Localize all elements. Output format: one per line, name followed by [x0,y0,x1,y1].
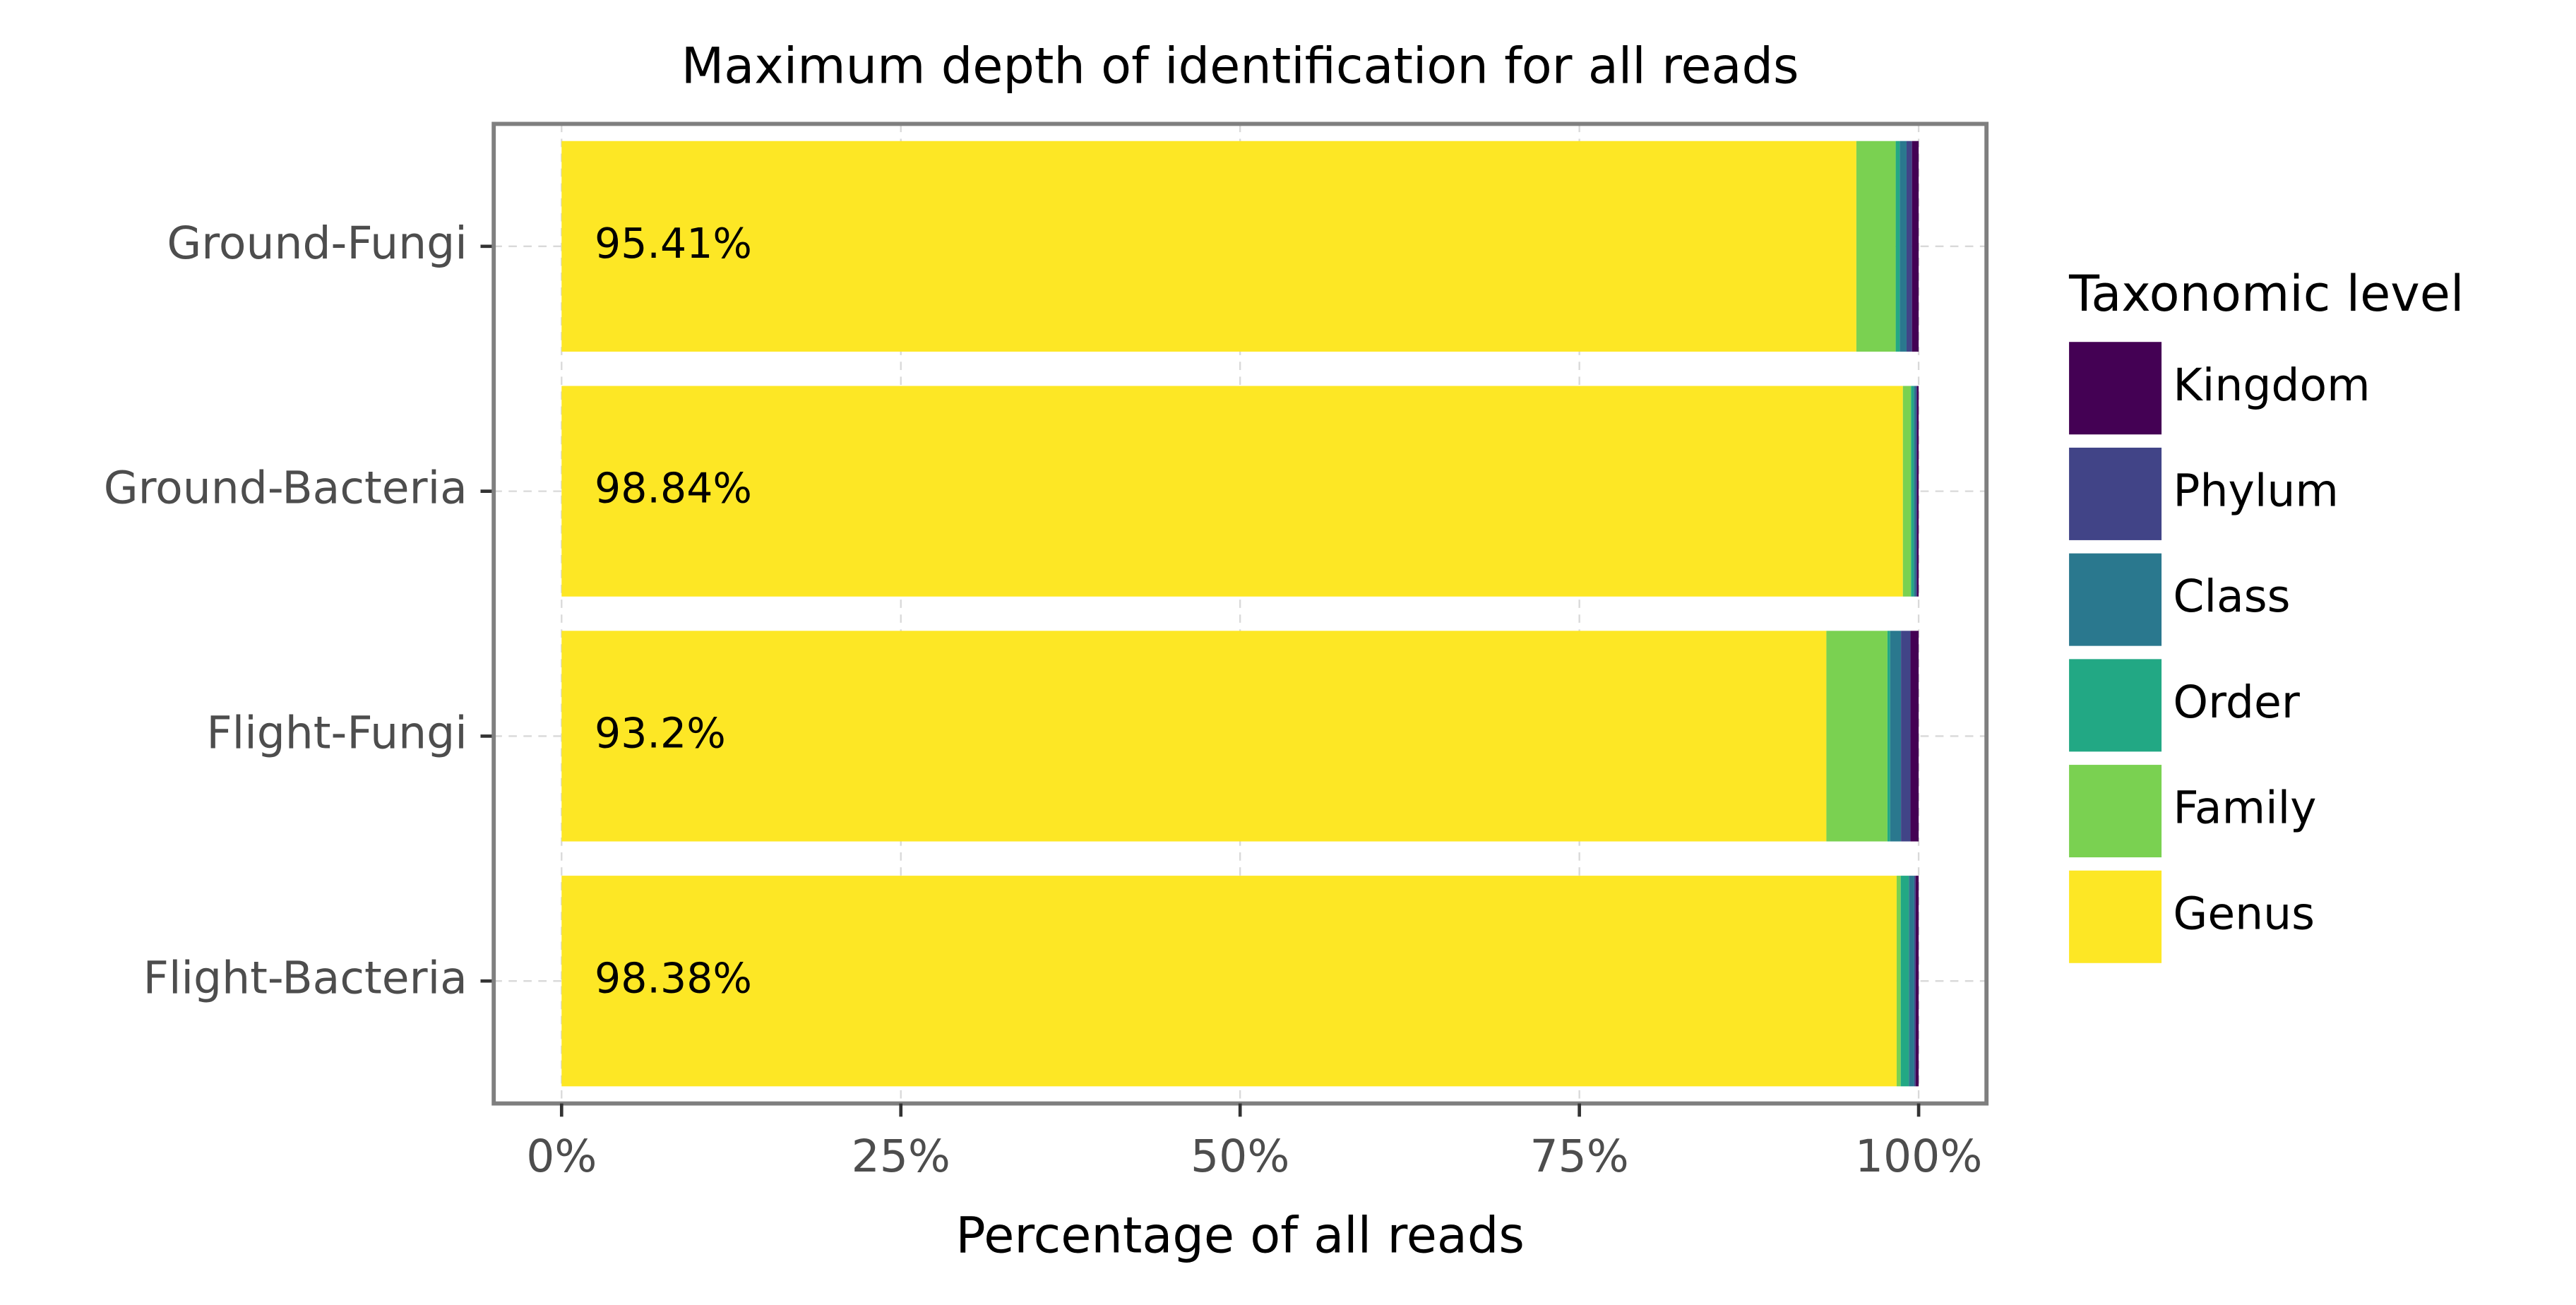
bar-segment [1902,386,1912,597]
y-tick-label: Ground-Bacteria [104,462,467,514]
legend-label: Class [2173,570,2290,622]
value-label: 93.2% [595,710,726,758]
chart-title: Maximum depth of identification for all … [681,37,1799,95]
legend-title: Taxonomic level [2068,265,2464,323]
bar-segment [1856,141,1896,352]
legend-swatch [2069,342,2162,435]
bar-segment [1915,876,1919,1087]
bar-segment [1910,631,1919,842]
bar-segment [1916,386,1917,597]
bar-segment [1826,631,1888,842]
x-tick-label: 100% [1855,1130,1982,1182]
bar-segment [1906,141,1912,352]
bar-segment [561,631,1827,842]
legend-label: Order [2173,676,2299,728]
bar-segment [1916,386,1919,597]
y-tick-label: Flight-Bacteria [143,951,467,1003]
legend-swatch [2069,765,2162,858]
bar-segment [1890,631,1902,842]
y-tick-label: Flight-Fungi [206,706,467,758]
bar-segment [1896,876,1901,1087]
value-label: 95.41% [595,220,752,268]
bar-segment [561,386,1903,597]
bar-segment [1900,141,1907,352]
x-axis-label: Percentage of all reads [955,1206,1525,1264]
legend-label: Phylum [2173,465,2338,517]
bar-segment [1901,631,1911,842]
legend-label: Kingdom [2173,359,2370,411]
value-label: 98.84% [595,465,752,513]
bar-segment [1912,141,1919,352]
bar-segment [1909,876,1914,1087]
legend-label: Family [2173,782,2316,834]
y-tick-label: Ground-Fungi [167,217,467,269]
bar-segment [1887,631,1890,842]
x-tick-label: 75% [1530,1130,1628,1182]
legend-swatch [2069,659,2162,752]
x-tick-label: 50% [1191,1130,1289,1182]
bar-segment [1900,876,1909,1087]
bar-segment [1911,386,1914,597]
bar-segment [561,141,1856,352]
legend-swatch [2069,870,2162,963]
bar-segment [1914,876,1916,1087]
bar-segment [1895,141,1900,352]
legend-swatch [2069,553,2162,646]
bar-segment [561,876,1897,1087]
x-tick-label: 25% [852,1130,950,1182]
x-tick-label: 0% [526,1130,597,1182]
legend-swatch [2069,447,2162,540]
bar-segment [1914,386,1916,597]
legend-label: Genus [2173,887,2315,939]
value-label: 98.38% [595,954,752,1002]
